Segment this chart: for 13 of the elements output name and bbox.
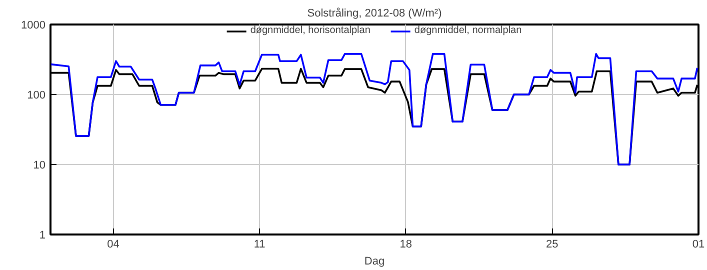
y-tick-label: 1: [39, 230, 46, 242]
x-tick-label: 25: [546, 238, 558, 250]
legend-label: døgnmiddel, normalplan: [414, 25, 522, 36]
legend-label: døgnmiddel, horisontalplan: [250, 25, 370, 36]
y-tick-label: 10: [33, 160, 46, 172]
y-tick-label: 100: [27, 90, 46, 102]
x-tick-label: 01: [692, 238, 705, 250]
x-tick-label: 18: [400, 238, 412, 250]
x-tick-label: 11: [254, 238, 266, 250]
x-axis-title: Dag: [364, 256, 385, 268]
y-tick-label: 1000: [21, 20, 46, 32]
x-tick-label: 04: [107, 238, 120, 250]
chart-title: Solstråling, 2012-08 (W/m²): [307, 8, 442, 20]
